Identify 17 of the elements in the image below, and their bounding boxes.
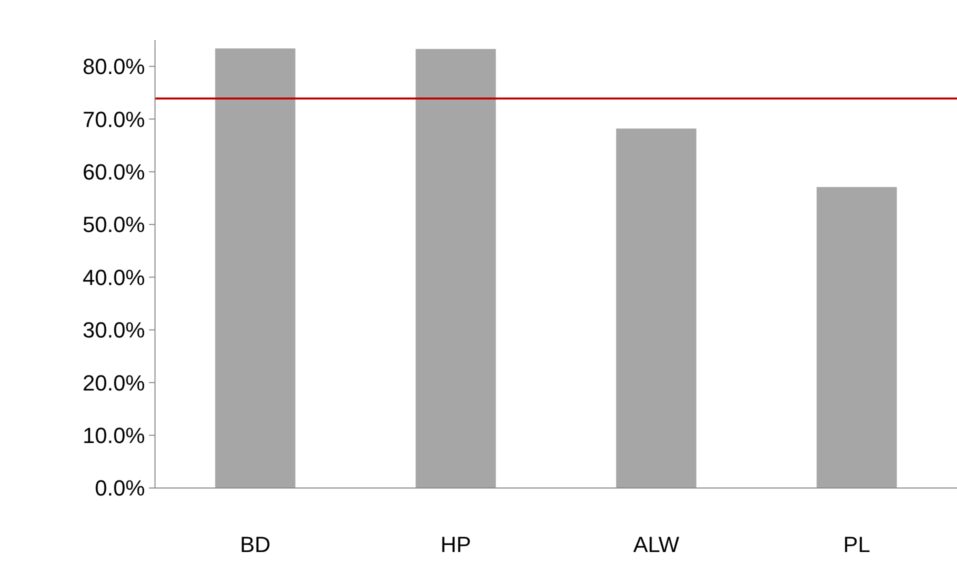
y-tick-label: 40.0% bbox=[82, 264, 145, 290]
y-tick-label: 10.0% bbox=[82, 422, 145, 448]
y-tick-label: 0.0% bbox=[94, 476, 145, 501]
bar bbox=[816, 187, 897, 488]
x-tick-label: BD bbox=[240, 532, 271, 557]
y-tick-label: 30.0% bbox=[82, 318, 145, 343]
y-tick-label: 50.0% bbox=[82, 212, 145, 238]
bar bbox=[616, 128, 696, 488]
x-tick-label: PL bbox=[843, 532, 870, 557]
y-tick-label: 70.0% bbox=[82, 106, 145, 132]
bar bbox=[416, 48, 496, 488]
y-tick-label: 20.0% bbox=[82, 370, 145, 396]
x-tick-label: HP bbox=[440, 532, 472, 557]
bar bbox=[215, 48, 296, 488]
y-tick-label: 80.0% bbox=[82, 54, 145, 80]
y-tick-label: 60.0% bbox=[82, 159, 145, 184]
x-tick-label: ALW bbox=[633, 532, 680, 557]
